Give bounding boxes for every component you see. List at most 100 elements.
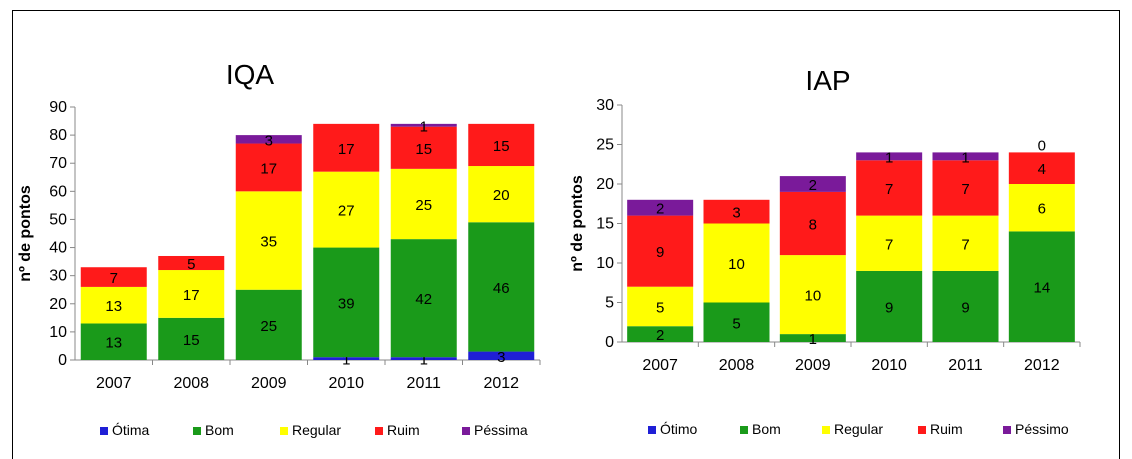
legend-swatch-ruim — [918, 426, 926, 434]
y-tick-label: 15 — [596, 216, 614, 233]
bar-regular-2011 — [932, 215, 999, 271]
bar-ruim-2008 — [703, 199, 770, 224]
data-label-bom-2010: 9 — [885, 299, 893, 316]
data-label-bom-2008: 15 — [183, 332, 200, 349]
bar-bom-2009 — [779, 334, 846, 342]
legend-label-regular: Regular — [292, 422, 341, 438]
data-label-ruim-2008: 5 — [187, 256, 195, 273]
y-tick-label: 0 — [58, 352, 67, 369]
chart-title: IQA — [226, 59, 275, 90]
data-label-ótima-2010: 1 — [342, 352, 350, 369]
bar-ótima-2010 — [313, 357, 380, 360]
legend-swatch-péssimo — [1003, 426, 1011, 434]
y-tick-label: 10 — [49, 324, 67, 341]
chart-title: IAP — [805, 65, 850, 96]
data-label-péssima-2011: 1 — [420, 118, 428, 135]
figure-frame — [12, 10, 1120, 459]
legend-swatch-ótimo — [648, 426, 656, 434]
bar-bom-2010 — [313, 247, 380, 358]
y-tick-label: 90 — [49, 99, 67, 116]
bar-bom-2007 — [627, 326, 694, 342]
y-tick-label: 5 — [605, 295, 614, 312]
data-label-péssimo-2012: 0 — [1038, 137, 1046, 154]
x-tick-label: 2010 — [871, 357, 907, 374]
data-label-ruim-2008: 3 — [732, 205, 740, 222]
bar-regular-2010 — [313, 171, 380, 248]
bar-bom-2008 — [158, 317, 225, 360]
data-label-péssimo-2011: 1 — [961, 149, 969, 166]
y-tick-label: 50 — [49, 211, 67, 228]
x-tick-label: 2010 — [328, 375, 364, 392]
x-tick-label: 2008 — [719, 357, 755, 374]
data-label-péssimo-2009: 2 — [809, 177, 817, 194]
bar-bom-2012 — [468, 222, 535, 352]
bar-bom-2010 — [856, 270, 923, 342]
y-tick-label: 30 — [49, 268, 67, 285]
bar-regular-2007 — [627, 286, 694, 327]
bar-bom-2009 — [235, 289, 302, 360]
y-tick-label: 10 — [596, 255, 614, 272]
x-tick-label: 2009 — [795, 357, 831, 374]
bar-ruim-2010 — [856, 160, 923, 216]
data-label-ruim-2007: 7 — [110, 270, 118, 287]
legend-swatch-regular — [822, 426, 830, 434]
x-tick-label: 2011 — [948, 357, 983, 374]
data-label-ruim-2010: 17 — [338, 141, 355, 158]
y-tick-label: 60 — [49, 183, 67, 200]
y-tick-label: 40 — [49, 240, 67, 257]
legend-swatch-ruim — [375, 427, 383, 435]
bar-bom-2011 — [390, 239, 457, 358]
x-tick-label: 2007 — [96, 375, 132, 392]
x-tick-label: 2012 — [483, 375, 519, 392]
data-label-ruim-2007: 9 — [656, 244, 664, 261]
legend-label-ruim: Ruim — [387, 422, 420, 438]
data-label-ruim-2010: 7 — [885, 181, 893, 198]
bar-ruim-2010 — [313, 123, 380, 172]
bar-bom-2007 — [80, 323, 147, 360]
data-label-bom-2011: 9 — [961, 299, 969, 316]
legend-swatch-péssima — [462, 427, 470, 435]
legend-swatch-bom — [193, 427, 201, 435]
x-tick-label: 2009 — [251, 375, 287, 392]
legend-label-ótima: Ótima — [112, 422, 150, 438]
data-label-bom-2007: 2 — [656, 327, 664, 344]
bar-regular-2007 — [80, 286, 147, 324]
y-tick-label: 25 — [596, 137, 614, 154]
bar-ruim-2012 — [468, 123, 535, 167]
data-label-ruim-2011: 15 — [415, 141, 432, 158]
legend-label-bom: Bom — [752, 421, 781, 437]
bar-péssimo-2010 — [856, 152, 923, 161]
data-label-regular-2008: 17 — [183, 287, 200, 304]
bar-regular-2009 — [235, 191, 302, 290]
y-tick-label: 20 — [596, 176, 614, 193]
x-tick-label: 2007 — [642, 357, 678, 374]
bar-péssimo-2011 — [932, 152, 999, 161]
bar-péssimo-2007 — [627, 199, 694, 216]
bar-regular-2008 — [158, 270, 225, 318]
data-label-péssimo-2010: 1 — [885, 149, 893, 166]
data-label-bom-2012: 14 — [1033, 280, 1050, 297]
bar-regular-2009 — [779, 255, 846, 335]
y-tick-label: 20 — [49, 296, 67, 313]
bar-ruim-2008 — [158, 255, 225, 271]
bar-regular-2012 — [1008, 184, 1075, 232]
bar-bom-2012 — [1008, 231, 1075, 342]
x-tick-label: 2012 — [1024, 357, 1060, 374]
bar-regular-2011 — [390, 168, 457, 240]
bar-regular-2012 — [468, 166, 535, 223]
data-label-ruim-2012: 4 — [1038, 161, 1046, 178]
x-tick-label: 2011 — [407, 375, 442, 392]
data-label-regular-2009: 10 — [804, 288, 821, 305]
legend-label-regular: Regular — [834, 421, 883, 437]
data-label-regular-2012: 20 — [493, 187, 510, 204]
data-label-péssimo-2007: 2 — [656, 201, 664, 218]
bar-ruim-2011 — [390, 126, 457, 169]
data-label-bom-2009: 25 — [260, 318, 277, 335]
data-label-regular-2007: 13 — [105, 298, 122, 315]
data-label-regular-2011: 7 — [961, 236, 969, 253]
y-tick-label: 30 — [596, 97, 614, 114]
bar-ruim-2012 — [1008, 152, 1075, 184]
legend-swatch-bom — [740, 426, 748, 434]
legend-label-ótimo: Ótimo — [660, 421, 698, 437]
data-label-ótima-2011: 1 — [420, 352, 428, 369]
